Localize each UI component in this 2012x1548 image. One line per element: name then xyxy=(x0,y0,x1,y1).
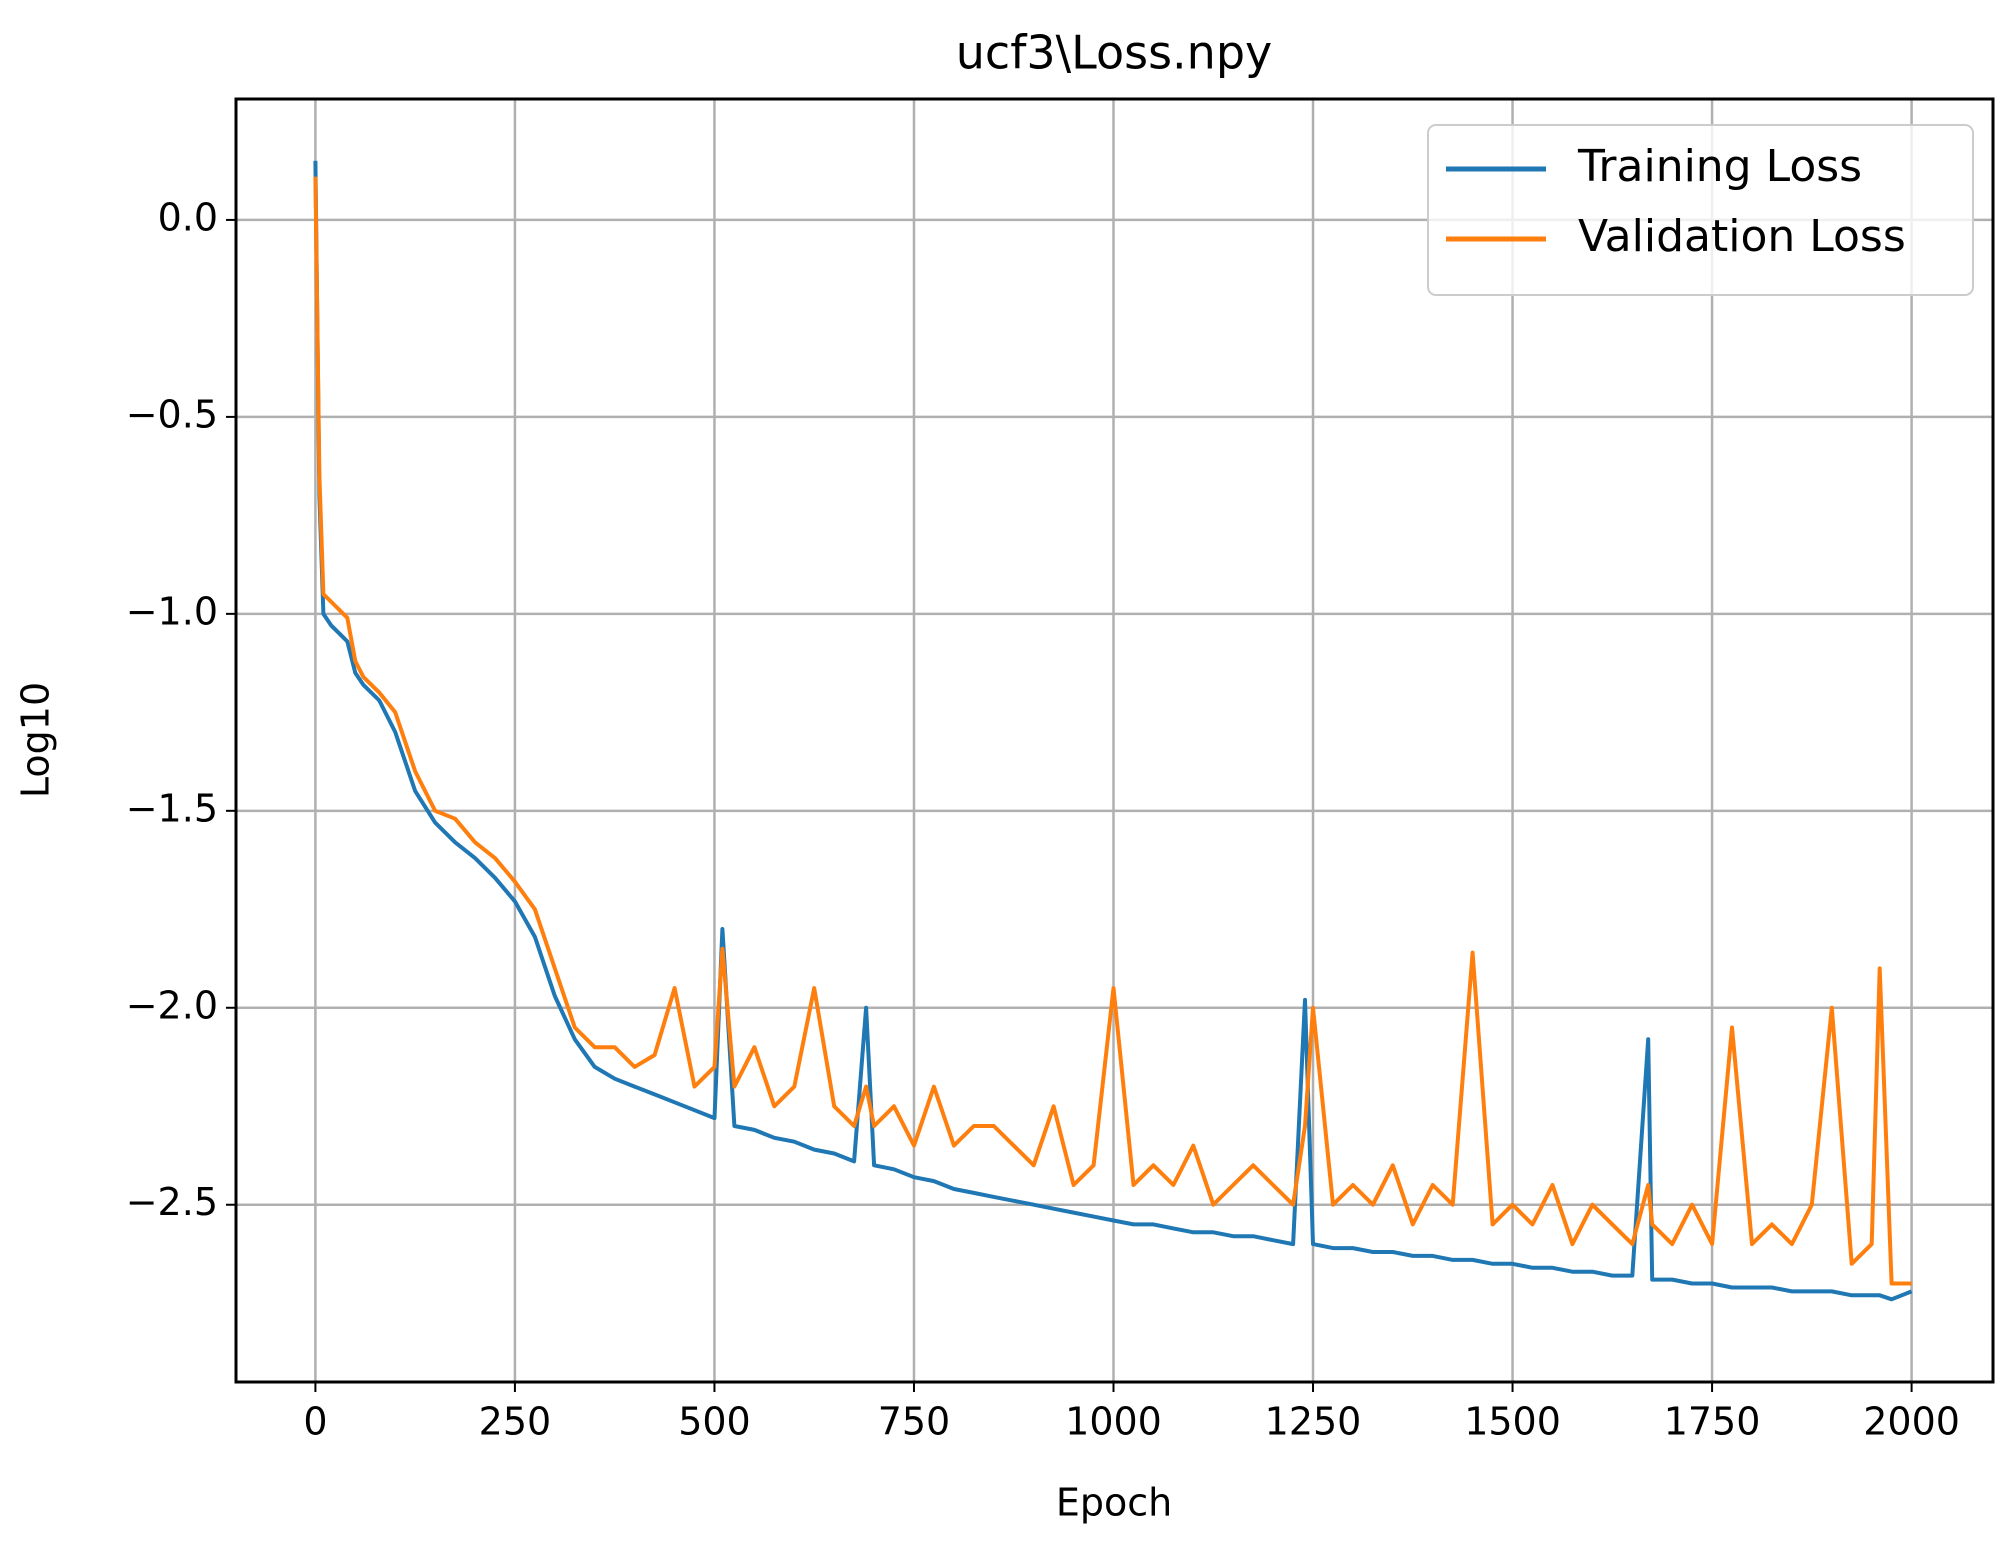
y-tick-label: −1.5 xyxy=(126,786,218,830)
x-axis-label: Epoch xyxy=(1056,1481,1172,1525)
y-axis-label: Log10 xyxy=(14,682,58,798)
legend-label: Training Loss xyxy=(1577,141,1862,192)
y-tick-label: −0.5 xyxy=(126,392,218,436)
x-tick-label: 750 xyxy=(878,1400,951,1444)
series-line xyxy=(313,160,1913,1302)
x-tick-label: 1500 xyxy=(1464,1400,1561,1444)
y-tick-label: 0.0 xyxy=(158,195,218,239)
y-tick-label: −2.5 xyxy=(126,1180,218,1224)
legend: Training Loss Validation Loss xyxy=(1427,124,1974,296)
legend-label: Validation Loss xyxy=(1578,211,1906,262)
plot-lines xyxy=(313,160,1913,1302)
series-line xyxy=(313,176,1912,1286)
x-tick-label: 1250 xyxy=(1265,1400,1362,1444)
x-tick-label: 2000 xyxy=(1863,1400,1960,1444)
x-tick-label: 1000 xyxy=(1065,1400,1162,1444)
legend-box xyxy=(1427,124,1974,296)
y-tick-label: −1.0 xyxy=(126,589,218,633)
x-tick-label: 1750 xyxy=(1664,1400,1761,1444)
x-tick-label: 250 xyxy=(479,1400,552,1444)
x-tick-label: 0 xyxy=(303,1400,327,1444)
chart-title: ucf3\Loss.npy xyxy=(956,26,1273,80)
y-tick-label: −2.0 xyxy=(126,983,218,1027)
x-tick-label: 500 xyxy=(678,1400,751,1444)
